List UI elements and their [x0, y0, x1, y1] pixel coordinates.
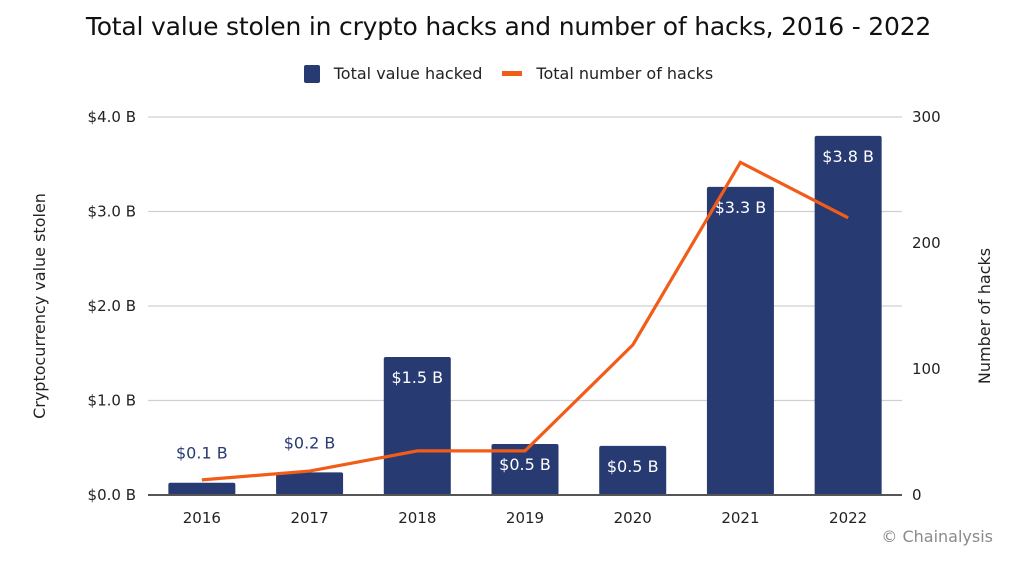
bar-2018: [383, 357, 451, 495]
y-tick-label-left: $0.0 B: [88, 486, 136, 504]
bar-2019: [491, 443, 559, 495]
legend-label-line: Total number of hacks: [536, 64, 714, 83]
y-axis-title-left: Cryptocurrency value stolen: [30, 193, 49, 419]
bar-2016: [168, 482, 236, 495]
y-axis-title-right: Number of hacks: [975, 248, 994, 384]
y-tick-label-right: 100: [912, 360, 941, 378]
hacks-line: [201, 160, 849, 482]
legend-swatch-line: [502, 71, 523, 76]
x-tick-label: 2017: [290, 509, 328, 527]
x-tick-label: 2020: [614, 509, 652, 527]
legend-swatch-bar: [303, 64, 320, 83]
bar-2021: [706, 186, 774, 495]
x-tick-label: 2021: [721, 509, 759, 527]
bar-2017: [276, 472, 344, 495]
y-tick-label-left: $3.0 B: [88, 203, 136, 221]
y-tick-label-right: 300: [912, 108, 941, 126]
bar-value-label: $3.3 B: [715, 198, 767, 217]
legend-label-bar: Total value hacked: [333, 64, 483, 83]
bar-value-label: $0.5 B: [607, 457, 659, 476]
legend: Total value hacked Total number of hacks: [0, 64, 1017, 83]
legend-item-line: Total number of hacks: [502, 64, 713, 83]
bar-value-label: $1.5 B: [391, 368, 443, 387]
y-tick-label-right: 200: [912, 234, 941, 252]
y-tick-label-left: $2.0 B: [88, 297, 136, 315]
legend-item-bar: Total value hacked: [303, 64, 483, 83]
credit-text: © Chainalysis: [881, 527, 993, 546]
bar-value-label: $0.5 B: [499, 455, 551, 474]
y-tick-label-right: 0: [912, 486, 922, 504]
y-tick-label-left: $1.0 B: [88, 392, 136, 410]
x-tick-label: 2016: [183, 509, 221, 527]
y-tick-label-left: $4.0 B: [88, 108, 136, 126]
chart-title: Total value stolen in crypto hacks and n…: [85, 12, 932, 41]
bar-2020: [599, 445, 667, 495]
bar-2022: [814, 135, 882, 495]
bar-value-label: $0.2 B: [284, 433, 336, 452]
x-tick-label: 2022: [829, 509, 867, 527]
bar-value-label: $3.8 B: [822, 147, 874, 166]
bar-value-label: $0.1 B: [176, 444, 228, 463]
x-tick-label: 2018: [398, 509, 436, 527]
x-tick-label: 2019: [506, 509, 544, 527]
